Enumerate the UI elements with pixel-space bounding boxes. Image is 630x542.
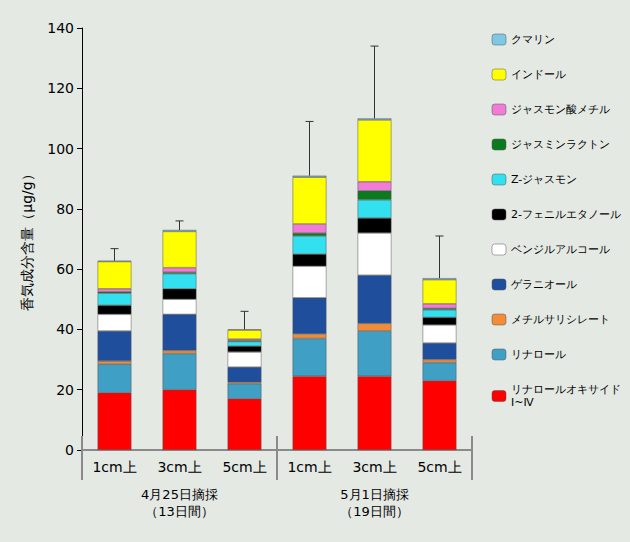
svg-text:Z-ジャスモン: Z-ジャスモン [511,173,577,186]
svg-text:（13日間）: （13日間） [145,504,214,519]
svg-text:100: 100 [47,141,74,157]
svg-text:3cm上: 3cm上 [352,459,396,475]
svg-text:120: 120 [47,80,74,96]
svg-text:80: 80 [56,201,74,217]
svg-text:ジャスミンラクトン: ジャスミンラクトン [511,138,610,151]
svg-text:5月1日摘採: 5月1日摘採 [340,487,409,502]
svg-text:5cm上: 5cm上 [417,459,461,475]
svg-text:ベンジルアルコール: ベンジルアルコール [511,243,610,256]
svg-text:40: 40 [56,321,74,337]
svg-text:ゲラニオール: ゲラニオール [511,278,577,291]
svg-text:20: 20 [56,382,74,398]
svg-text:Ⅰ~Ⅳ: Ⅰ~Ⅳ [511,396,534,409]
svg-text:ジャスモン酸メチル: ジャスモン酸メチル [511,103,610,116]
svg-text:4月25日摘採: 4月25日摘採 [141,487,218,502]
svg-text:140: 140 [47,20,74,36]
svg-text:インドール: インドール [511,68,566,81]
svg-text:60: 60 [56,261,74,277]
svg-text:リナロール: リナロール [511,348,566,361]
svg-text:3cm上: 3cm上 [157,459,201,475]
svg-text:2-フェニルエタノール: 2-フェニルエタノール [511,208,621,221]
svg-text:香気成分含量（μg/g）: 香気成分含量（μg/g） [19,167,35,310]
svg-text:リナロールオキサイド: リナロールオキサイド [511,383,621,396]
svg-text:5cm上: 5cm上 [222,459,266,475]
svg-text:0: 0 [65,442,74,458]
svg-text:クマリン: クマリン [511,33,555,46]
svg-text:（19日間）: （19日間） [340,504,409,519]
svg-text:1cm上: 1cm上 [287,459,331,475]
svg-text:1cm上: 1cm上 [92,459,136,475]
svg-text:メチルサリシレート: メチルサリシレート [511,313,610,326]
